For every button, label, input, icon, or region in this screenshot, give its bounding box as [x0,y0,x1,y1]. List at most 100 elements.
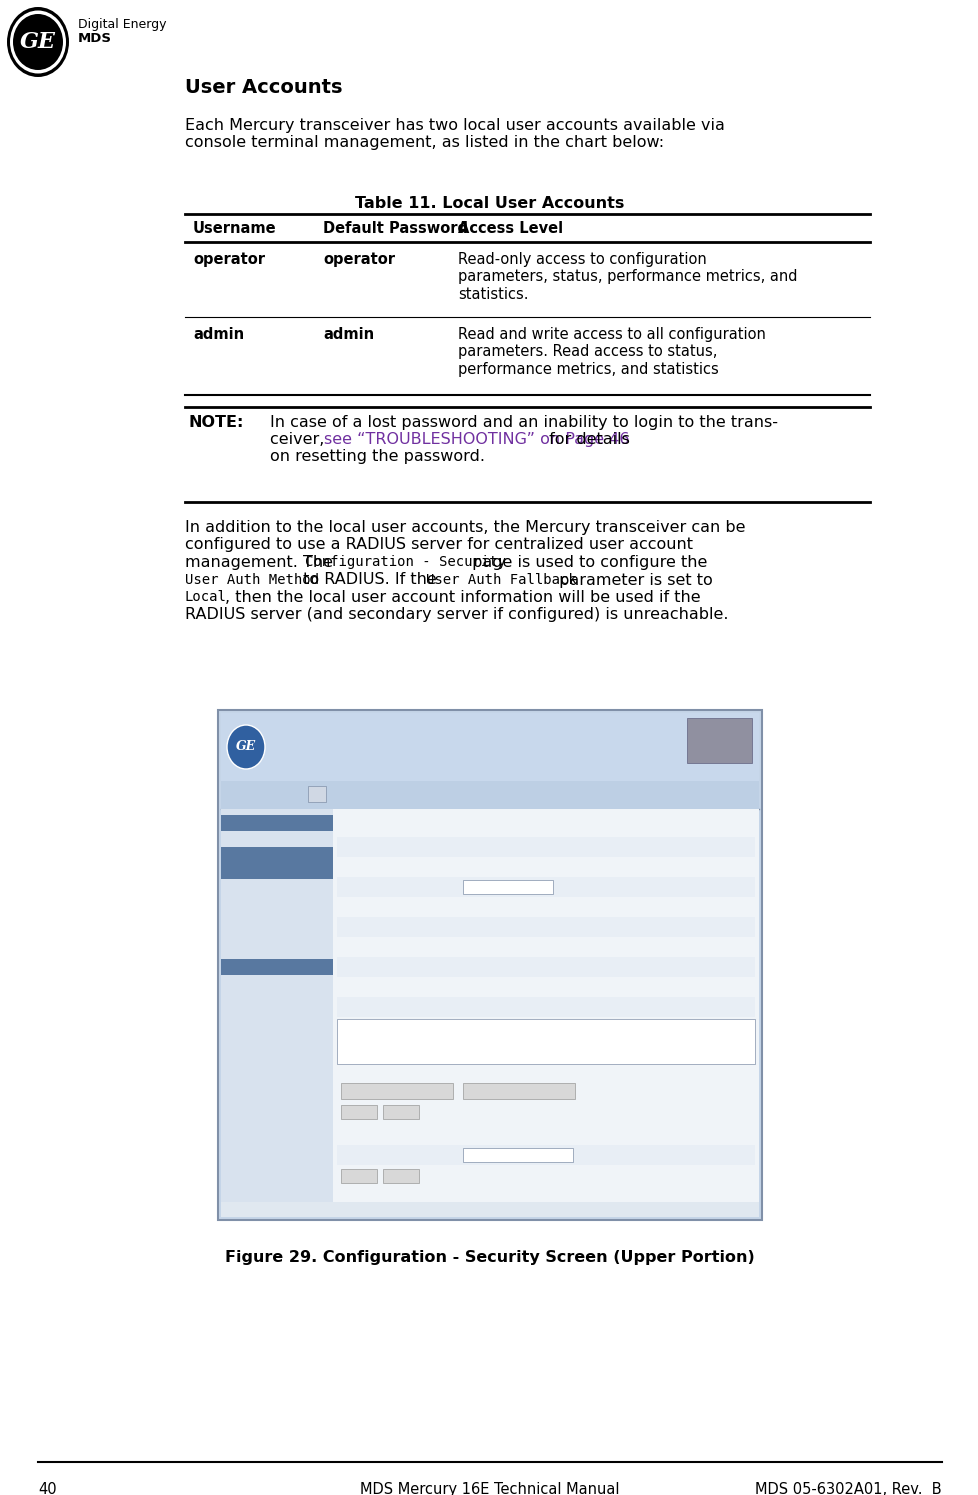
Bar [463,881,553,894]
Text: Device Login Banner show up here!: Device Login Banner show up here! [340,1024,493,1033]
Bar [336,937,754,957]
Text: MDS Mercury 16E Technical Manual: MDS Mercury 16E Technical Manual [360,1482,619,1495]
Text: USB Device Port: USB Device Port [342,961,411,970]
Text: Digital Energy: Digital Energy [78,18,166,31]
Text: ▶ Setup Wizards: ▶ Setup Wizards [225,849,295,858]
Text: Configuration - Security: Configuration - Security [305,555,506,570]
Text: Table 11. Local User Accounts: Table 11. Local User Accounts [355,196,624,211]
Text: , then the local user account information will be used if the: , then the local user account informatio… [225,591,700,605]
Text: see “TROUBLESHOOTING” on Page 46: see “TROUBLESHOOTING” on Page 46 [324,432,629,447]
Text: Commit: Commit [343,1171,374,1180]
Text: • Summary: • Summary [225,833,273,842]
Text: operator: operator [323,253,394,268]
Text: Change Operator Password: Change Operator Password [467,1085,570,1094]
Text: Subscriber: Subscriber [700,759,737,765]
Text: Change Admin Password: Change Admin Password [349,1085,444,1094]
Text: GE: GE [20,31,56,52]
Text: • Diagnostics: • Diagnostics [225,1009,281,1018]
Text: Line Three.: Line Three. [340,1049,391,1058]
Text: Digital Energy: Digital Energy [270,721,324,730]
Text: Configuration - Security: Configuration - Security [333,786,491,800]
Bar [382,1169,419,1183]
Text: ▼: ▼ [563,1150,569,1156]
Text: Serial Console: Serial Console [342,981,403,990]
Bar [333,809,758,1217]
Text: ●Local  ○RADIUS: ●Local ○RADIUS [463,901,536,910]
Text: page is used to configure the: page is used to configure the [467,555,707,570]
Text: User Auth Method: User Auth Method [342,901,419,910]
Text: ceiver,: ceiver, [270,432,330,447]
Text: Line Two.: Line Two. [340,1038,382,1046]
Text: Undo: Undo [390,1171,411,1180]
Bar [221,713,758,1217]
Bar [340,1082,453,1099]
Text: parameter is set to: parameter is set to [554,573,712,588]
Text: • Identity & Time: • Identity & Time [225,881,295,890]
Text: SSH Access: SSH Access [342,861,391,870]
Text: ▼ Maintenance & Status: ▼ Maintenance & Status [225,961,329,970]
Text: Read-only access to configuration
parameters, status, performance metrics, and
s: Read-only access to configuration parame… [458,253,797,302]
Text: MDS 05-6302A01, Rev.  B: MDS 05-6302A01, Rev. B [755,1482,941,1495]
Text: 40: 40 [38,1482,57,1495]
Text: ? Help: ? Help [671,786,699,795]
Text: User Auth Fallback: User Auth Fallback [425,573,576,586]
Text: ●Enabled  ○Disabled: ●Enabled ○Disabled [463,861,554,870]
Text: Undo: Undo [390,1106,411,1115]
Ellipse shape [7,7,68,78]
Text: Username: Username [193,221,277,236]
Text: • Scheduled Reboot: • Scheduled Reboot [225,1041,305,1049]
Text: USB Host Port: USB Host Port [342,940,401,949]
Text: • Services: • Services [225,928,269,937]
Bar [221,958,333,975]
Text: Logout: Logout [721,786,752,795]
Bar [336,878,754,897]
Bar [340,1105,377,1118]
Bar [221,1202,758,1217]
Text: Mercury 1800: Mercury 1800 [347,742,562,768]
Bar [463,1148,572,1162]
Text: MDS: MDS [78,31,111,45]
Text: Passwords: Passwords [340,1070,391,1079]
Bar [336,857,754,878]
Text: . All rights reserved.: . All rights reserved. [542,1206,619,1215]
Ellipse shape [227,725,265,768]
Ellipse shape [10,10,66,73]
Text: MDS: MDS [270,730,290,739]
Text: ●Enabled  ○Disabled: ●Enabled ○Disabled [463,842,554,851]
Text: ▼ Overview: ▼ Overview [225,816,274,827]
Text: ▼: ▼ [545,882,550,888]
Text: • Configuration Files: • Configuration Files [225,1026,308,1035]
Bar [382,1105,419,1118]
Bar [336,978,754,997]
Text: User Auth Method: User Auth Method [185,573,319,586]
Bar [221,713,758,780]
Text: 254 characters max.: 254 characters max. [463,1002,549,1011]
Text: • Radio: • Radio [225,913,258,922]
Text: ●Enabled  ○Disabled: ●Enabled ○Disabled [463,940,554,949]
Text: Read and write access to all configuration
parameters. Read access to status,
pe: Read and write access to all configurati… [458,327,765,377]
Bar [221,848,333,863]
Text: Local: Local [185,591,227,604]
Text: operator: operator [193,253,265,268]
Text: on resetting the password.: on resetting the password. [270,448,484,463]
Text: Device Auth Mode: Device Auth Mode [342,1150,420,1159]
Bar [336,897,754,916]
Text: Telnet Access: Telnet Access [342,842,399,851]
Text: admin: admin [323,327,374,342]
Bar [308,786,326,801]
Text: User Auth Fallback:: User Auth Fallback: [342,921,423,930]
Bar [221,863,333,879]
Bar [218,710,761,1220]
Text: • IP & Networking: • IP & Networking [225,897,298,906]
Text: ●Enabled  ○Disabled: ●Enabled ○Disabled [463,981,554,990]
Bar [221,809,333,1217]
Text: management. The: management. The [185,555,337,570]
Text: ▼ Configuration: ▼ Configuration [225,866,292,875]
Text: Commit: Commit [343,1106,374,1115]
Text: Each Mercury transceiver has two local user accounts available via
console termi: Each Mercury transceiver has two local u… [185,118,724,151]
Text: Default Password: Default Password [323,221,467,236]
Text: • Events & Alarms: • Events & Alarms [225,978,299,987]
Text: In addition to the local user accounts, the Mercury transceiver can be: In addition to the local user accounts, … [185,520,744,535]
Text: • Security: • Security [225,945,268,954]
Text: User Accounts: User Accounts [185,78,342,97]
